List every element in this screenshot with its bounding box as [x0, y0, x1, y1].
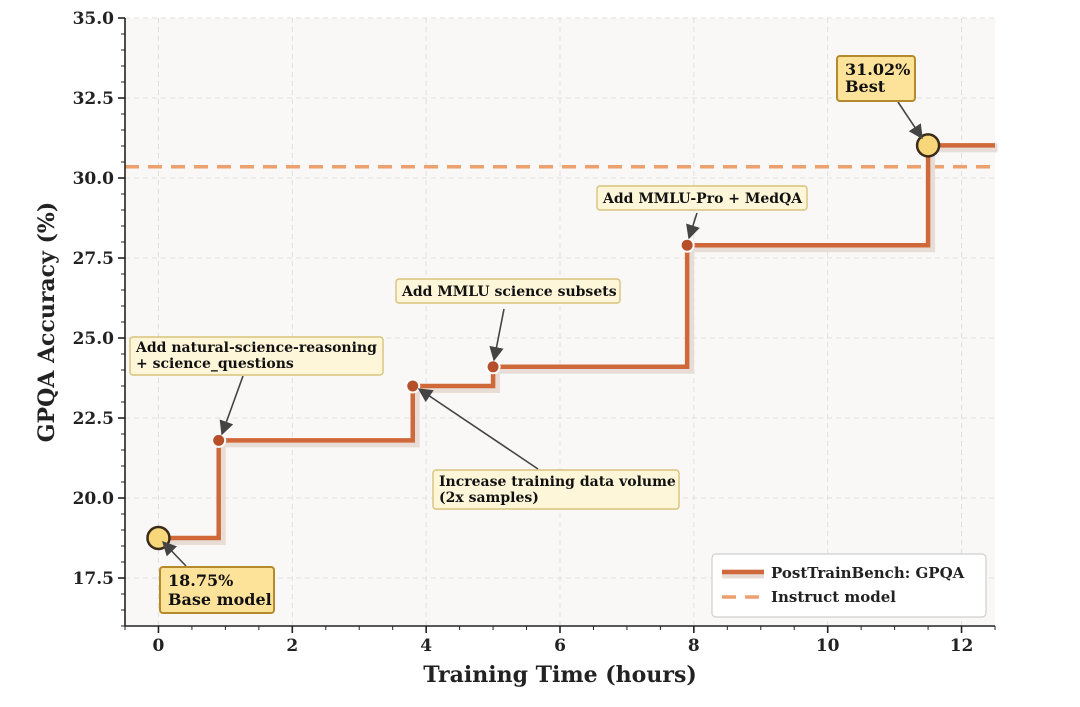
annotation-best: 31.02%Best [836, 55, 923, 140]
x-tick-label: 4 [420, 636, 432, 656]
annotation-arrow [417, 388, 539, 470]
series-shadow [160, 143, 998, 545]
annotation-text: (2x samples) [439, 490, 539, 506]
x-tick-label: 10 [816, 636, 840, 656]
highlight-marker [915, 133, 941, 158]
annotation-mmlu-pro-medqa: Add MMLU-Pro + MedQA [596, 185, 808, 240]
annotation-text: Increase training data volume [439, 474, 676, 490]
legend: PostTrainBench: GPQA Instruct model [711, 553, 987, 618]
annotation-text: Add natural-science-reasoning [135, 340, 377, 356]
annotation-box [159, 566, 275, 614]
annotation-text: Add MMLU science subsets [401, 284, 617, 300]
annotation-arrow [686, 212, 700, 240]
annotation-text: 18.75% [168, 571, 233, 590]
annotation-text: Best [845, 77, 886, 96]
annotation-natural-science: Add natural-science-reasoning+ science_q… [129, 336, 384, 436]
legend-box [711, 553, 987, 618]
axes: 17.5 20.0 22.5 25.0 27.5 30.0 32.5 35.0 0 2 4 6 8 10 1… [73, 9, 996, 656]
y-tick-label: 30.0 [73, 169, 115, 189]
annotation-arrow [219, 375, 244, 436]
annotation-mmlu-science: Add MMLU science subsets [395, 278, 621, 362]
x-tick-label: 12 [950, 636, 974, 656]
annotation-text: 31.02% [845, 60, 910, 79]
annotation-base-model: 18.75%Base model [159, 540, 275, 614]
x-tick-label: 6 [554, 636, 566, 656]
posttrainbench-gpqa-line [158, 143, 995, 541]
series [158, 143, 998, 545]
annotation-box [129, 336, 384, 376]
x-axis-title: Training Time (hours) [423, 662, 697, 688]
x-tick-label: 0 [153, 636, 165, 656]
annotation-text: + science_questions [136, 356, 294, 372]
x-tick-label: 2 [286, 636, 298, 656]
annotation-box [596, 185, 808, 211]
y-tick-label: 17.5 [73, 569, 114, 589]
annotation-box [395, 278, 621, 304]
annotation-box [432, 469, 680, 510]
data-point-marker [485, 359, 501, 375]
annotation-training-volume: Increase training data volume(2x samples… [417, 388, 680, 510]
y-tick-label: 20.0 [73, 489, 115, 509]
data-point-marker [211, 432, 227, 448]
annotation-box [836, 55, 916, 102]
data-point-marker [679, 237, 695, 253]
y-tick-label: 35.0 [73, 9, 115, 29]
y-tick-label: 22.5 [73, 409, 114, 429]
annotation-arrow [489, 308, 505, 362]
x-tick-label: 8 [688, 636, 700, 656]
annotation-arrow [897, 101, 923, 140]
legend-label-gpqa: PostTrainBench: GPQA [771, 564, 965, 582]
y-tick-label: 32.5 [73, 89, 114, 109]
y-tick-label: 25.0 [73, 329, 115, 349]
legend-label-instruct: Instruct model [771, 588, 896, 606]
annotation-text: Base model [168, 590, 272, 609]
y-tick-label: 27.5 [73, 249, 114, 269]
annotation-arrow [162, 540, 187, 567]
annotation-text: Add MMLU-Pro + MedQA [602, 191, 803, 207]
markers [146, 133, 941, 551]
annotations: 18.75%Base model Add natural-science-reas… [129, 55, 923, 614]
data-point-marker [405, 378, 421, 394]
y-axis-title: GPQA Accuracy (%) [34, 202, 60, 443]
